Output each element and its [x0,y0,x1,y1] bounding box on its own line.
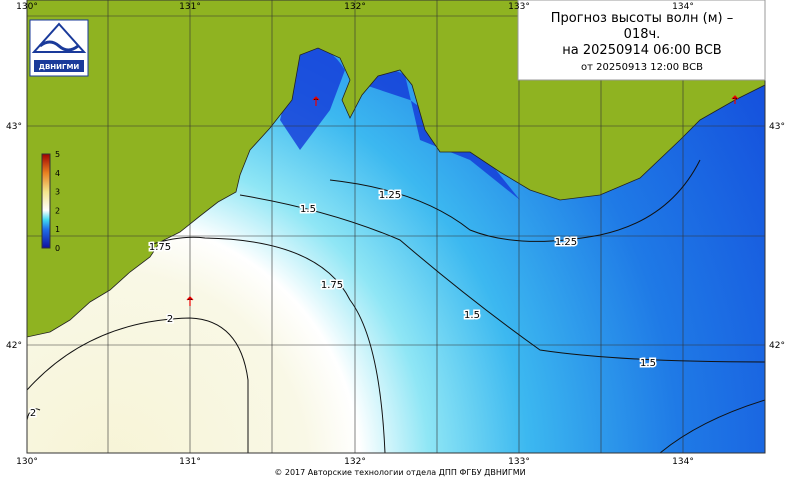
lat-label: 42° [6,341,22,351]
lon-labels: 130° 131° 132° 133° 134° 130° 131° 132° … [16,2,694,467]
lon-label: 134° [672,457,694,467]
land [27,0,765,338]
title-box: Прогноз высоты волн (м) – 018ч. на 20250… [517,0,766,81]
colorbar-ramp [41,153,51,249]
title-line: на 20250914 06:00 ВСВ [562,43,721,58]
lon-label: 131° [179,457,201,467]
lat-label: 43° [769,122,785,132]
logo-mark [31,22,87,53]
colorbar-label: 2 [55,206,60,215]
lon-label: 132° [344,2,366,12]
logo: ДВНИГМИ [29,19,89,77]
contour-label: 1.5 [464,310,480,321]
lon-label: 134° [672,2,694,12]
contour-label: 2 [30,408,36,419]
lat-label: 43° [6,122,22,132]
footer: © 2017 Авторские технологии отдела ДПП Ф… [274,468,525,477]
logo-wave [39,40,79,52]
logo-band [34,60,84,72]
lat-labels: 43° 42° 43° 42° [6,122,785,351]
wind-arrows [186,95,739,306]
contour-label: 1.75 [321,280,343,291]
contour-label: 1.5 [300,204,316,215]
logo-text: ДВНИГМИ [39,63,80,71]
colorbar-label: 4 [55,169,60,178]
map-frame [26,0,766,454]
contour-label: 1.75 [149,242,171,253]
contour-label: 2 [167,314,173,325]
title-line: 018ч. [624,27,661,42]
lon-label: 130° [16,457,38,467]
contours [27,159,765,453]
title-bg [517,0,766,81]
grid [27,0,765,453]
bays [280,40,520,200]
contour-label: 1.25 [555,237,577,248]
lon-label: 130° [16,2,38,12]
colorbar: 0 1 2 3 4 5 [41,150,60,253]
contour-label: 1.25 [379,190,401,201]
title-line: от 20250913 12:00 ВСВ [581,62,703,73]
lon-label: 133° [508,2,530,12]
contour-labels: 2 2 1.75 1.75 1.5 1.5 1.5 1.25 1.25 [28,189,657,421]
lon-label: 133° [508,457,530,467]
colorbar-label: 5 [55,150,60,159]
contour-label: 1.5 [640,358,656,369]
lat-label: 42° [769,341,785,351]
lon-label: 131° [179,2,201,12]
colorbar-label: 0 [55,244,60,253]
colorbar-label: 3 [55,188,60,197]
lon-label: 132° [344,457,366,467]
title-line: Прогноз высоты волн (м) – [551,11,733,26]
colorbar-label: 1 [55,225,60,234]
